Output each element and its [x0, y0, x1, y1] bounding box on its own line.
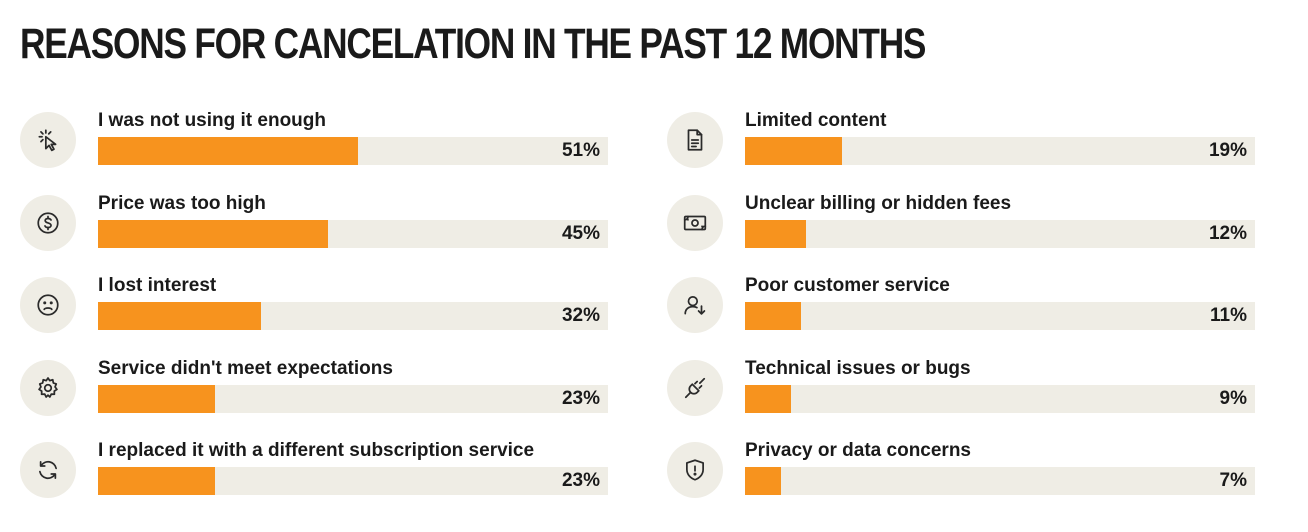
bar-track: 23% — [98, 467, 608, 495]
sad-face-icon — [20, 277, 76, 333]
bar-fill — [98, 302, 262, 330]
right-column: Limited content 19% Unclear billing or h… — [667, 106, 1267, 519]
gear-icon-glyph — [38, 376, 58, 398]
bar-fill — [98, 219, 328, 248]
unplugged-icon-glyph — [684, 377, 706, 398]
dollar-circle-icon-glyph — [37, 211, 59, 234]
bar-track: 32% — [98, 302, 608, 330]
shield-alert-icon — [667, 442, 723, 498]
unplugged-icon — [667, 359, 723, 416]
bar-fill — [745, 467, 781, 495]
bar-value-label: 45% — [561, 222, 600, 244]
bar-track: 19% — [745, 137, 1255, 165]
bar-label: Unclear billing or hidden fees — [745, 192, 1012, 214]
user-down-icon — [667, 277, 723, 333]
bar-value-label: 11% — [1210, 305, 1247, 326]
document-icon — [667, 112, 723, 168]
shield-alert-icon-glyph — [686, 459, 704, 481]
bar-row-left-5: I replaced it with a different subscript… — [20, 436, 620, 519]
document-icon-glyph — [687, 129, 703, 151]
bar-label: Poor customer service — [745, 275, 950, 296]
bar-value-label: 23% — [561, 387, 600, 409]
bar-value-label: 32% — [561, 305, 600, 326]
bar-label: I replaced it with a different subscript… — [98, 440, 535, 461]
gear-icon — [20, 359, 76, 416]
bar-row-left-4: Service didn't meet expectations 23% — [20, 354, 620, 437]
bar-label: Privacy or data concerns — [745, 440, 971, 461]
dollar-circle-icon — [20, 194, 76, 251]
bar-label: Limited content — [745, 110, 887, 131]
bar-value-label: 23% — [561, 470, 600, 491]
left-column: I was not using it enough 51% Price was … — [20, 106, 620, 519]
bar-label: I was not using it enough — [98, 110, 326, 131]
refresh-icon — [20, 442, 76, 498]
bar-row-right-3: Poor customer service 11% — [667, 271, 1267, 354]
bar-row-left-3: I lost interest 32% — [20, 271, 620, 354]
bar-row-right-5: Privacy or data concerns 7% — [667, 436, 1267, 519]
bar-track: 11% — [745, 302, 1255, 330]
bar-label: Price was too high — [98, 192, 266, 214]
bar-row-right-2: Unclear billing or hidden fees 12% — [667, 189, 1267, 272]
bar-track: 12% — [745, 219, 1255, 248]
bar-label: Technical issues or bugs — [745, 357, 971, 379]
bar-value-label: 19% — [1208, 140, 1247, 161]
banknote-icon-glyph — [683, 215, 707, 230]
bar-fill — [98, 137, 359, 165]
sad-face-icon-glyph — [37, 294, 59, 316]
bar-track: 45% — [98, 219, 608, 248]
chart-title: REASONS FOR CANCELATION IN THE PAST 12 M… — [20, 20, 926, 68]
bar-label: Service didn't meet expectations — [98, 357, 393, 379]
bar-fill — [98, 384, 216, 413]
bar-track: 51% — [98, 137, 608, 165]
bar-row-left-1: I was not using it enough 51% — [20, 106, 620, 189]
bar-label: I lost interest — [98, 275, 217, 296]
bar-value-label: 7% — [1219, 470, 1247, 491]
bar-track: 7% — [745, 467, 1255, 495]
cursor-click-icon-glyph — [38, 129, 57, 152]
cursor-click-icon — [20, 112, 76, 168]
bar-value-label: 9% — [1219, 387, 1247, 409]
user-down-icon-glyph — [684, 296, 706, 315]
bar-row-left-2: Price was too high 45% — [20, 189, 620, 272]
banknote-icon — [667, 194, 723, 251]
bar-fill — [745, 137, 842, 165]
bar-track: 23% — [98, 384, 608, 413]
bar-fill — [98, 467, 216, 495]
bar-value-label: 51% — [561, 140, 600, 161]
bar-row-right-1: Limited content 19% — [667, 106, 1267, 189]
refresh-icon-glyph — [39, 460, 57, 480]
bar-fill — [745, 302, 802, 330]
bar-value-label: 12% — [1208, 222, 1247, 244]
bar-row-right-4: Technical issues or bugs 9% — [667, 354, 1267, 437]
bar-fill — [745, 384, 791, 413]
bar-fill — [745, 219, 807, 248]
bar-track: 9% — [745, 384, 1255, 413]
